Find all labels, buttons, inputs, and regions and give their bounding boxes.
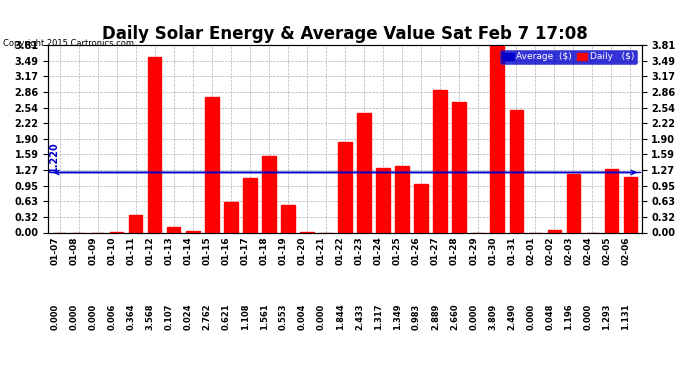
Bar bbox=[453, 102, 466, 232]
Text: 01-24: 01-24 bbox=[374, 236, 383, 265]
Text: 01-23: 01-23 bbox=[355, 236, 364, 265]
Text: 3.568: 3.568 bbox=[146, 304, 155, 330]
Bar bbox=[509, 110, 523, 232]
Text: 01-18: 01-18 bbox=[260, 236, 269, 265]
Bar bbox=[548, 230, 561, 232]
Text: 0.000: 0.000 bbox=[89, 304, 98, 330]
Text: 1.561: 1.561 bbox=[260, 304, 269, 330]
Text: 01-19: 01-19 bbox=[279, 236, 288, 265]
Text: 01-31: 01-31 bbox=[507, 236, 516, 265]
Text: 01-09: 01-09 bbox=[89, 236, 98, 265]
Text: 1.317: 1.317 bbox=[374, 304, 383, 330]
Text: 01-26: 01-26 bbox=[412, 236, 421, 265]
Text: 1.844: 1.844 bbox=[336, 304, 345, 330]
Bar bbox=[129, 214, 142, 232]
Text: 01-27: 01-27 bbox=[431, 236, 440, 265]
Text: 02-03: 02-03 bbox=[564, 236, 573, 265]
Bar bbox=[186, 231, 199, 232]
Bar bbox=[491, 45, 504, 232]
Bar bbox=[282, 205, 295, 232]
Text: 01-17: 01-17 bbox=[241, 236, 250, 265]
Bar bbox=[433, 90, 446, 232]
Text: 01-14: 01-14 bbox=[184, 236, 193, 265]
Bar bbox=[604, 169, 618, 232]
Text: 1.220: 1.220 bbox=[49, 142, 59, 172]
Text: 0.553: 0.553 bbox=[279, 304, 288, 330]
Text: 0.024: 0.024 bbox=[184, 304, 193, 330]
Text: 02-04: 02-04 bbox=[583, 236, 592, 265]
Text: 0.006: 0.006 bbox=[108, 304, 117, 330]
Text: 0.000: 0.000 bbox=[526, 304, 535, 330]
Bar bbox=[376, 168, 390, 232]
Text: 3.809: 3.809 bbox=[488, 304, 497, 330]
Bar bbox=[205, 97, 219, 232]
Text: 0.004: 0.004 bbox=[298, 304, 307, 330]
Text: 01-21: 01-21 bbox=[317, 236, 326, 265]
Text: Copyright 2015 Cartronics.com: Copyright 2015 Cartronics.com bbox=[3, 39, 135, 48]
Bar bbox=[395, 166, 408, 232]
Bar bbox=[415, 184, 428, 232]
Text: 01-20: 01-20 bbox=[298, 236, 307, 265]
Text: 0.000: 0.000 bbox=[317, 304, 326, 330]
Bar bbox=[338, 142, 352, 232]
Bar bbox=[224, 202, 237, 232]
Text: 0.000: 0.000 bbox=[583, 304, 592, 330]
Text: 01-11: 01-11 bbox=[127, 236, 136, 265]
Text: 2.490: 2.490 bbox=[507, 304, 516, 330]
Text: 01-25: 01-25 bbox=[393, 236, 402, 265]
Text: 01-29: 01-29 bbox=[469, 236, 478, 265]
Text: 1.349: 1.349 bbox=[393, 304, 402, 330]
Bar bbox=[262, 156, 275, 232]
Text: 0.364: 0.364 bbox=[127, 304, 136, 330]
Bar bbox=[167, 227, 181, 232]
Text: 01-30: 01-30 bbox=[488, 236, 497, 265]
Text: 02-06: 02-06 bbox=[621, 236, 630, 265]
Text: 1.196: 1.196 bbox=[564, 304, 573, 330]
Text: 01-10: 01-10 bbox=[108, 236, 117, 265]
Text: 0.621: 0.621 bbox=[222, 304, 231, 330]
Text: 2.660: 2.660 bbox=[450, 304, 459, 330]
Bar bbox=[357, 113, 371, 232]
Text: 01-08: 01-08 bbox=[70, 236, 79, 265]
Text: 0.000: 0.000 bbox=[50, 304, 60, 330]
Text: 01-15: 01-15 bbox=[203, 236, 212, 265]
Text: 0.048: 0.048 bbox=[545, 304, 554, 330]
Bar bbox=[148, 57, 161, 232]
Text: 01-07: 01-07 bbox=[50, 236, 60, 265]
Text: 1.293: 1.293 bbox=[602, 304, 611, 330]
Text: 0.983: 0.983 bbox=[412, 304, 421, 330]
Legend: Average  ($), Daily   ($): Average ($), Daily ($) bbox=[500, 50, 637, 64]
Text: 1.108: 1.108 bbox=[241, 304, 250, 330]
Text: 01-22: 01-22 bbox=[336, 236, 345, 265]
Text: 0.000: 0.000 bbox=[469, 304, 478, 330]
Bar bbox=[566, 174, 580, 232]
Bar bbox=[624, 177, 637, 232]
Text: 0.107: 0.107 bbox=[165, 304, 174, 330]
Text: 2.433: 2.433 bbox=[355, 304, 364, 330]
Text: 0.000: 0.000 bbox=[70, 304, 79, 330]
Text: 01-12: 01-12 bbox=[146, 236, 155, 265]
Text: 02-01: 02-01 bbox=[526, 236, 535, 265]
Text: 2.762: 2.762 bbox=[203, 304, 212, 330]
Text: 1.131: 1.131 bbox=[621, 304, 630, 330]
Text: 01-28: 01-28 bbox=[450, 236, 459, 265]
Bar bbox=[244, 178, 257, 232]
Text: 01-13: 01-13 bbox=[165, 236, 174, 265]
Text: 02-02: 02-02 bbox=[545, 236, 554, 265]
Text: 2.889: 2.889 bbox=[431, 304, 440, 330]
Text: 01-16: 01-16 bbox=[222, 236, 231, 265]
Title: Daily Solar Energy & Average Value Sat Feb 7 17:08: Daily Solar Energy & Average Value Sat F… bbox=[102, 26, 588, 44]
Text: 02-05: 02-05 bbox=[602, 236, 611, 265]
